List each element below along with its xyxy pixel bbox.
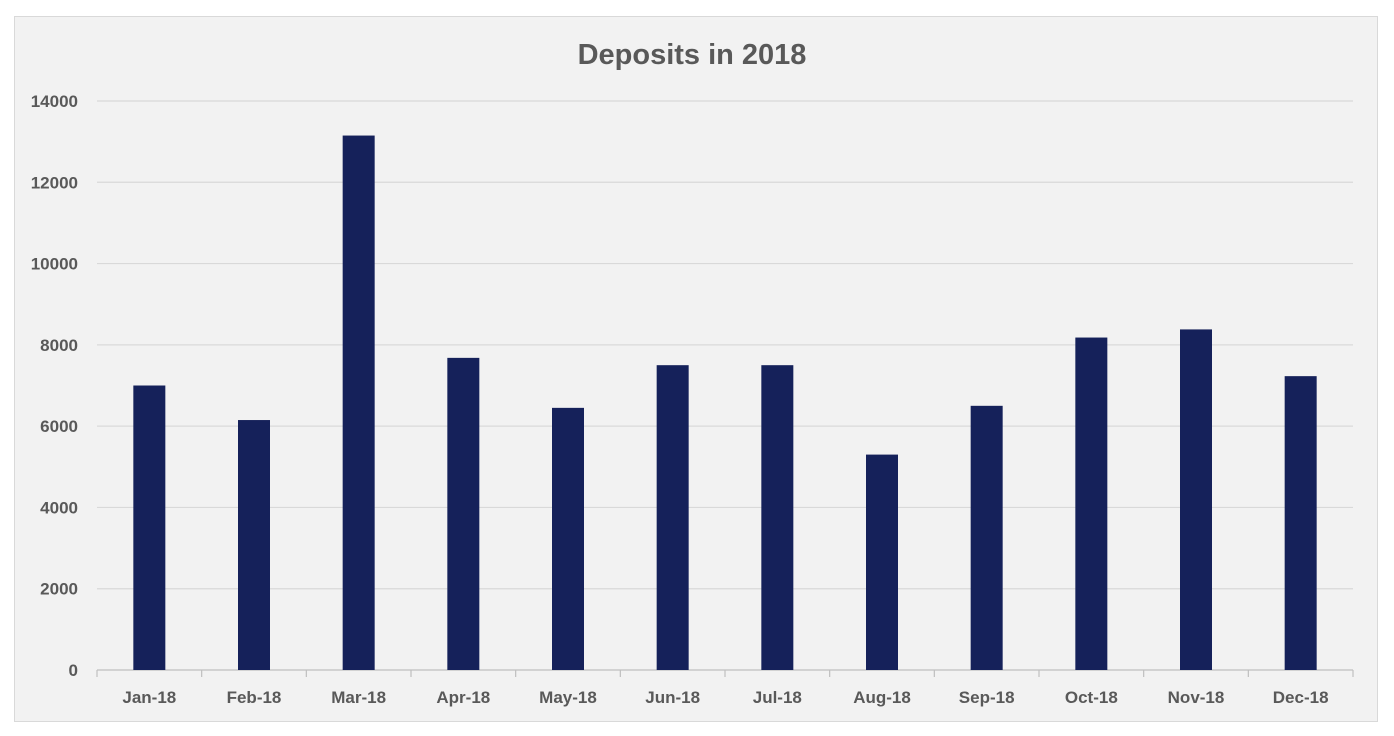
bars xyxy=(133,135,1317,670)
x-tick-label-Sep-18: Sep-18 xyxy=(959,688,1015,707)
y-tick-label-4000: 4000 xyxy=(40,498,78,517)
bar-Apr-18 xyxy=(447,357,480,670)
x-tick-label-Aug-18: Aug-18 xyxy=(853,688,911,707)
y-tick-label-0: 0 xyxy=(69,661,78,680)
bar-Jan-18 xyxy=(133,385,166,670)
x-axis-tick-labels: Jan-18 Feb-18 Mar-18 Apr-18 May-18 Jun-18 Jul-… xyxy=(122,688,1328,707)
y-tick-label-10000: 10000 xyxy=(31,255,78,274)
x-tick-label-Dec-18: Dec-18 xyxy=(1273,688,1329,707)
chart-title: Deposits in 2018 xyxy=(578,39,807,71)
y-axis-tick-labels: 0 2000 4000 6000 8000 10000 12000 14000 xyxy=(31,92,78,680)
x-tick-label-Apr-18: Apr-18 xyxy=(436,688,490,707)
y-tick-label-8000: 8000 xyxy=(40,336,78,355)
x-tick-label-Nov-18: Nov-18 xyxy=(1168,688,1225,707)
x-tick-label-Oct-18: Oct-18 xyxy=(1065,688,1118,707)
x-tick-label-Jun-18: Jun-18 xyxy=(645,688,700,707)
gridlines xyxy=(96,100,1354,677)
x-tick-label-May-18: May-18 xyxy=(539,688,597,707)
x-tick-label-Feb-18: Feb-18 xyxy=(227,688,282,707)
bar-Jul-18 xyxy=(761,365,794,670)
bar-Dec-18 xyxy=(1284,376,1317,670)
bar-Jun-18 xyxy=(656,365,689,670)
x-tick-label-Jan-18: Jan-18 xyxy=(122,688,176,707)
y-tick-label-2000: 2000 xyxy=(40,580,78,599)
bar-Nov-18 xyxy=(1180,329,1212,670)
y-tick-label-12000: 12000 xyxy=(31,173,78,192)
bar-Aug-18 xyxy=(866,454,898,670)
x-tick-label-Jul-18: Jul-18 xyxy=(753,688,802,707)
bar-Sep-18 xyxy=(970,405,1003,670)
y-tick-label-14000: 14000 xyxy=(31,92,78,111)
bar-Feb-18 xyxy=(238,420,270,670)
bar-Mar-18 xyxy=(342,135,375,670)
y-tick-label-6000: 6000 xyxy=(40,417,78,436)
x-tick-label-Mar-18: Mar-18 xyxy=(331,688,386,707)
bar-Oct-18 xyxy=(1075,337,1108,670)
bar-May-18 xyxy=(552,407,584,670)
